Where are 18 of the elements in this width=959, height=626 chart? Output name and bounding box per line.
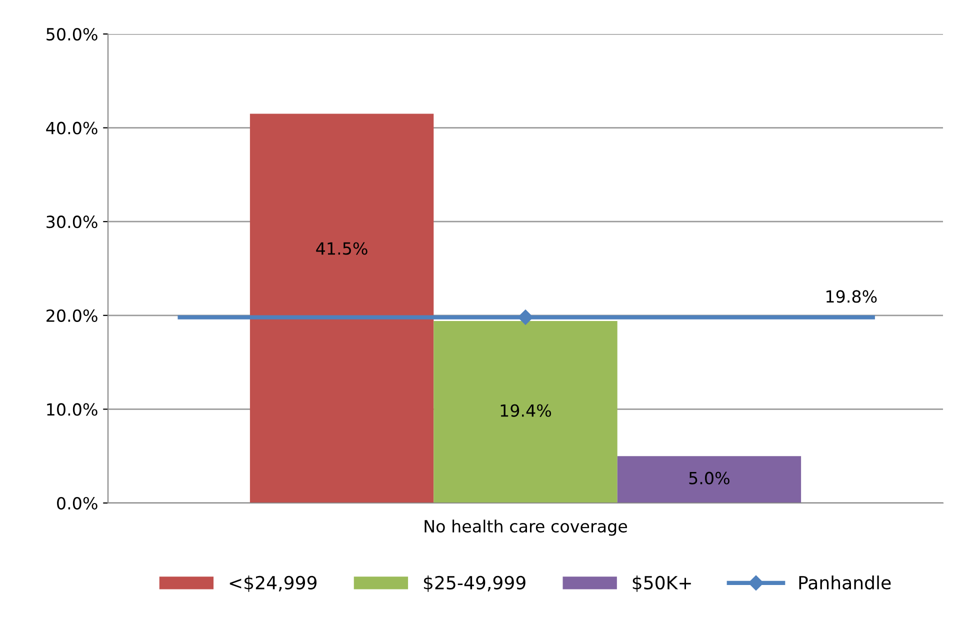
bar <box>617 456 802 503</box>
x-tick-label: No health care coverage <box>424 520 628 536</box>
y-tick-label: 40.0% <box>46 122 98 134</box>
text: 41.5% <box>316 242 368 255</box>
y-tick-label: 0.0% <box>57 496 98 510</box>
text: 19.4% <box>500 404 552 417</box>
bar <box>434 321 618 503</box>
y-tick-label: 50.0% <box>46 28 98 41</box>
text: 5.0% <box>689 472 730 484</box>
legend-label: $25-49,999 <box>424 576 526 592</box>
legend-label: $50K+ <box>632 576 691 592</box>
legend-label: Panhandle <box>799 576 891 590</box>
legend-label: <$24,999 <box>230 576 316 592</box>
text: 19.8% <box>826 290 877 303</box>
y-tick-label: 10.0% <box>47 403 98 416</box>
y-tick-label: 30.0% <box>46 216 98 228</box>
bar <box>250 114 434 503</box>
y-tick-label: 20.0% <box>46 309 98 322</box>
